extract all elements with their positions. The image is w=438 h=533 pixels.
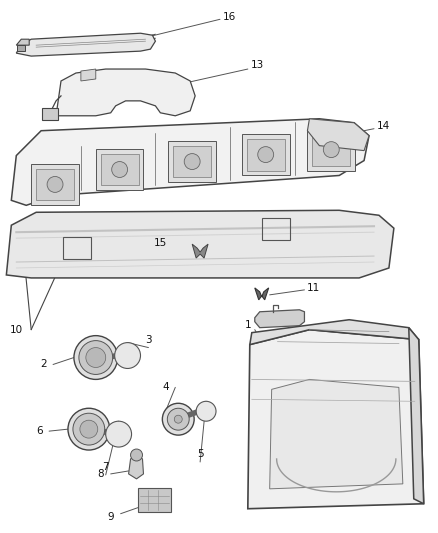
Polygon shape (11, 119, 369, 205)
FancyBboxPatch shape (36, 168, 74, 200)
FancyBboxPatch shape (312, 134, 350, 166)
Text: 14: 14 (376, 121, 389, 131)
FancyBboxPatch shape (168, 141, 216, 182)
FancyBboxPatch shape (173, 146, 211, 177)
Circle shape (47, 176, 63, 192)
Polygon shape (248, 330, 424, 508)
Circle shape (258, 147, 274, 163)
FancyBboxPatch shape (242, 134, 290, 175)
FancyBboxPatch shape (31, 164, 79, 205)
Circle shape (68, 408, 110, 450)
Polygon shape (129, 454, 144, 479)
Circle shape (74, 336, 118, 379)
FancyBboxPatch shape (307, 129, 355, 171)
FancyBboxPatch shape (138, 488, 171, 512)
Circle shape (196, 401, 216, 421)
Circle shape (80, 420, 98, 438)
Text: 11: 11 (307, 283, 320, 293)
FancyBboxPatch shape (101, 154, 138, 185)
Circle shape (174, 415, 182, 423)
Polygon shape (409, 328, 424, 504)
Polygon shape (16, 33, 155, 56)
Polygon shape (307, 119, 369, 151)
Circle shape (184, 154, 200, 169)
FancyBboxPatch shape (247, 139, 285, 171)
Text: 3: 3 (145, 335, 152, 345)
Text: 7: 7 (102, 462, 109, 472)
FancyBboxPatch shape (96, 149, 144, 190)
Circle shape (79, 341, 113, 375)
Polygon shape (192, 244, 208, 258)
Text: 16: 16 (223, 12, 237, 22)
Polygon shape (250, 320, 419, 345)
Circle shape (86, 348, 106, 367)
Circle shape (167, 408, 189, 430)
Polygon shape (270, 379, 403, 489)
Text: 9: 9 (107, 512, 114, 522)
Polygon shape (56, 69, 195, 116)
Text: 4: 4 (162, 382, 169, 392)
Circle shape (73, 413, 105, 445)
Circle shape (323, 142, 339, 158)
Polygon shape (81, 69, 96, 81)
Text: 5: 5 (197, 449, 203, 459)
Text: 8: 8 (97, 469, 104, 479)
Circle shape (106, 421, 131, 447)
Text: 10: 10 (10, 325, 23, 335)
Text: 1: 1 (244, 320, 251, 330)
Text: 6: 6 (36, 426, 42, 436)
Text: 13: 13 (251, 60, 265, 70)
Text: 2: 2 (40, 359, 46, 369)
Circle shape (115, 343, 141, 368)
Polygon shape (7, 211, 394, 278)
Circle shape (162, 403, 194, 435)
FancyBboxPatch shape (42, 108, 58, 120)
Text: 15: 15 (154, 238, 167, 248)
Polygon shape (16, 39, 29, 45)
Circle shape (112, 161, 127, 177)
Polygon shape (255, 288, 268, 300)
Circle shape (131, 449, 142, 461)
Polygon shape (255, 310, 304, 328)
FancyBboxPatch shape (17, 45, 25, 51)
